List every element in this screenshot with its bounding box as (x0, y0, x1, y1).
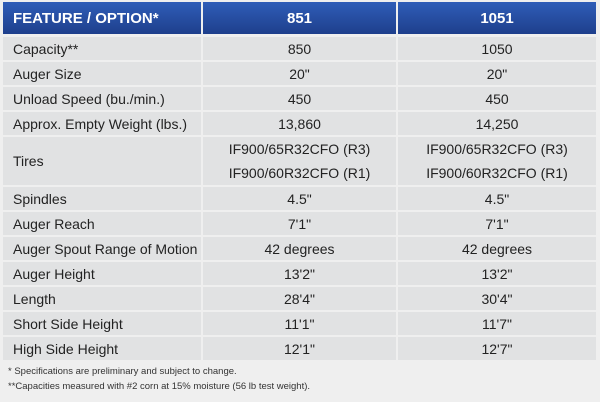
table-cell: 11'7" (398, 312, 596, 335)
footnote: **Capacities measured with #2 corn at 15… (8, 381, 310, 392)
cell-text: 42 degrees (461, 240, 533, 257)
cell-text: 4.5" (484, 190, 510, 207)
table-cell: Capacity** (3, 37, 201, 60)
table-cell: 7'1" (398, 212, 596, 235)
table-cell: 450 (203, 87, 396, 110)
table-cell: 13'2" (398, 262, 596, 285)
table-cell: 7'1" (203, 212, 396, 235)
table-cell: 4.5" (203, 187, 396, 210)
cell-text: Tires (13, 153, 44, 169)
table-cell: IF900/65R32CFO (R3) IF900/60R32CFO (R1) (203, 137, 396, 185)
cell-line: IF900/65R32CFO (R3) (426, 141, 568, 157)
header-cell: 851 (203, 2, 396, 34)
table-cell: 30'4" (398, 287, 596, 310)
cell-text: 13'2" (481, 265, 513, 282)
cell-text: 450 (485, 90, 509, 107)
table-cell: Auger Spout Range of Motion (3, 237, 201, 260)
cell-text: 28'4" (283, 290, 315, 307)
cell-text: 14,250 (475, 115, 519, 132)
cell-line: IF900/65R32CFO (R3) (228, 141, 371, 157)
table-cell: 14,250 (398, 112, 596, 135)
table-cell: 20" (398, 62, 596, 85)
table-cell: 450 (398, 87, 596, 110)
cell-line: IF900/60R32CFO (R1) (228, 165, 371, 181)
table-cell: 13'2" (203, 262, 396, 285)
cell-text: Auger Size (13, 65, 82, 82)
header-text: 851 (286, 9, 313, 27)
cell-text: 13,860 (278, 115, 321, 132)
table-cell: High Side Height (3, 337, 201, 360)
footnote-text: * Specifications are preliminary and sub… (8, 366, 237, 377)
cell-text: 12'1" (283, 340, 315, 357)
table-cell: 12'7" (398, 337, 596, 360)
cell-text: High Side Height (13, 340, 119, 357)
cell-line: IF900/60R32CFO (R1) (426, 165, 568, 181)
footnote-text: **Capacities measured with #2 corn at 15… (8, 381, 311, 392)
table-cell: Auger Size (3, 62, 201, 85)
footnote: * Specifications are preliminary and sub… (8, 366, 237, 377)
table-cell: 20" (203, 62, 396, 85)
cell-text: 20" (289, 65, 310, 82)
cell-text: 13'2" (283, 265, 315, 282)
cell-text: 850 (287, 40, 312, 57)
cell-text: Approx. Empty Weight (lbs.) (13, 115, 188, 132)
table-cell: Spindles (3, 187, 201, 210)
cell-text: 42 degrees (264, 240, 335, 257)
cell-text: Auger Reach (13, 215, 95, 232)
table-cell: 42 degrees (398, 237, 596, 260)
cell-text: Unload Speed (bu./min.) (13, 90, 165, 107)
header-cell: FEATURE / OPTION* (3, 2, 201, 34)
cell-text: 1050 (481, 40, 513, 57)
cell-text: 7'1" (485, 215, 509, 232)
table-cell: 1050 (398, 37, 596, 60)
table-cell: Auger Reach (3, 212, 201, 235)
cell-text: Auger Spout Range of Motion (13, 240, 198, 257)
cell-text: Spindles (13, 190, 67, 207)
cell-text: Length (13, 290, 56, 307)
cell-text: Capacity** (13, 40, 79, 57)
cell-text: Short Side Height (13, 315, 123, 332)
cell-text: 11'1" (284, 315, 315, 332)
table-cell: 13,860 (203, 112, 396, 135)
table-cell: 28'4" (203, 287, 396, 310)
cell-text: Auger Height (13, 265, 95, 282)
cell-text: 12'7" (481, 340, 513, 357)
table-cell: Tires (3, 137, 201, 185)
table-cell: Length (3, 287, 201, 310)
cell-text: 20" (486, 65, 508, 82)
cell-text: 11'7" (482, 315, 512, 332)
table-cell: 4.5" (398, 187, 596, 210)
header-text: 1051 (480, 9, 514, 27)
table-cell: Approx. Empty Weight (lbs.) (3, 112, 201, 135)
header-cell: 1051 (398, 2, 596, 34)
table-cell: Auger Height (3, 262, 201, 285)
table-cell: Short Side Height (3, 312, 201, 335)
table-cell: 11'1" (203, 312, 396, 335)
table-cell: 12'1" (203, 337, 396, 360)
header-text: FEATURE / OPTION* (13, 9, 159, 27)
cell-text: 450 (287, 90, 312, 107)
cell-text: 4.5" (287, 190, 312, 207)
table-cell: 850 (203, 37, 396, 60)
cell-text: 7'1" (287, 215, 312, 232)
table-cell: Unload Speed (bu./min.) (3, 87, 201, 110)
table-cell: 42 degrees (203, 237, 396, 260)
table-cell: IF900/65R32CFO (R3) IF900/60R32CFO (R1) (398, 137, 596, 185)
cell-text: 30'4" (481, 290, 513, 307)
